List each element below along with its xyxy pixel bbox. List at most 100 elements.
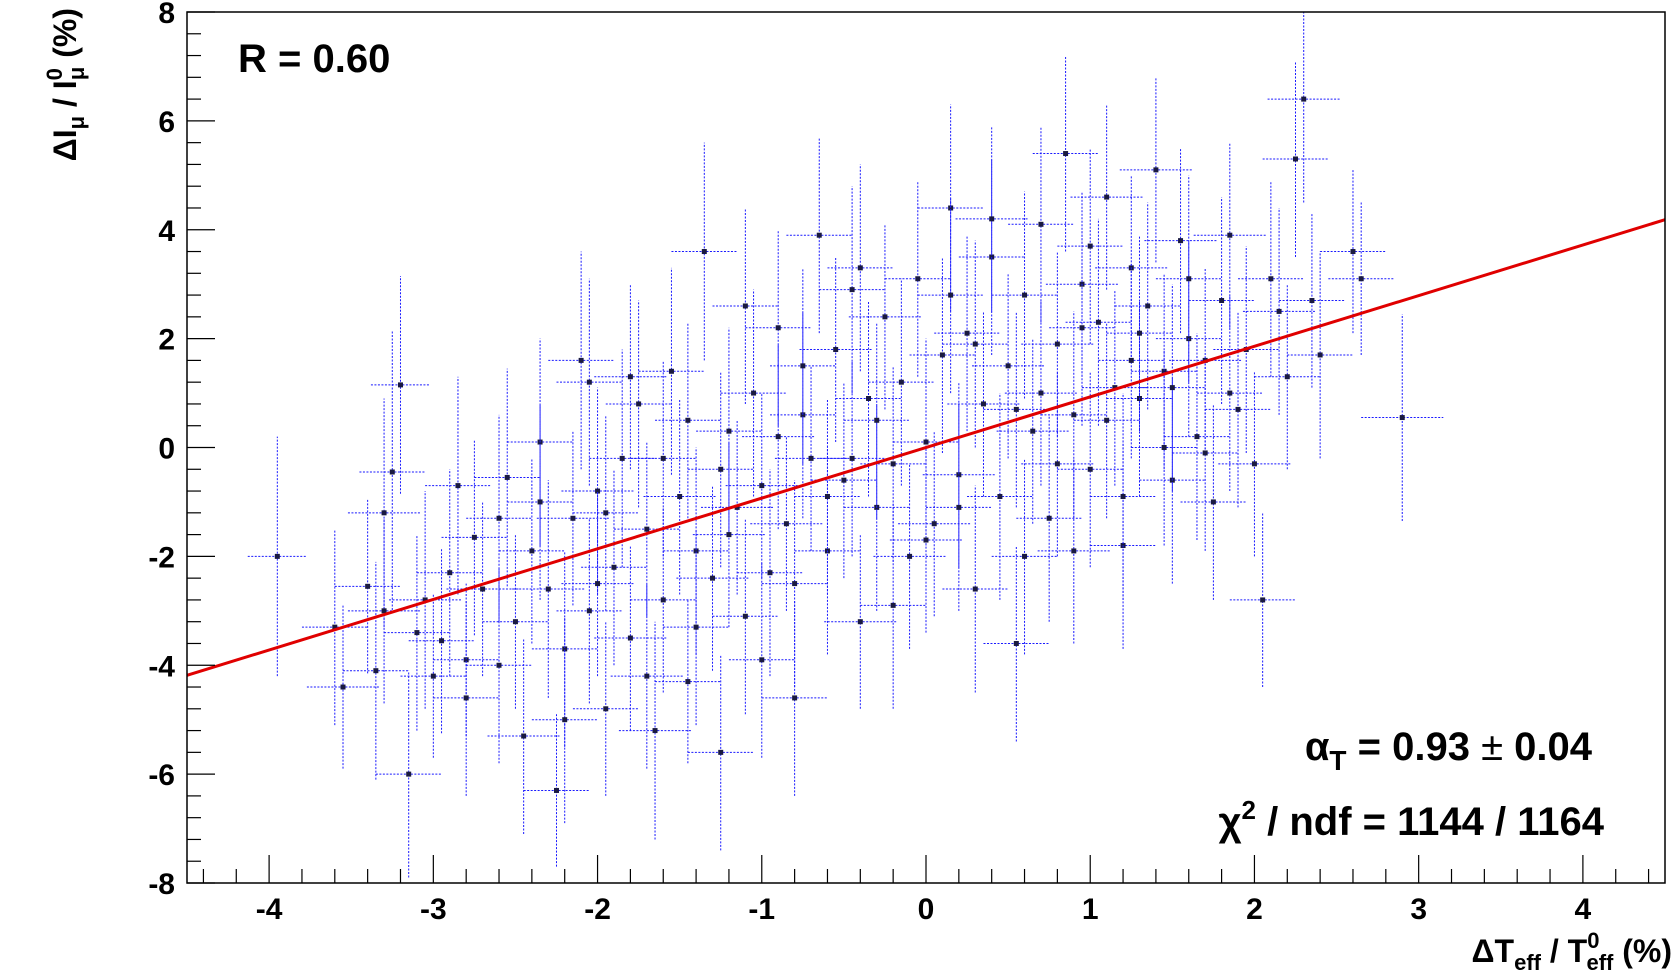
data-point-7 — [370, 276, 431, 494]
data-point-156 — [655, 322, 721, 519]
point-marker — [792, 581, 798, 587]
y-tick-label: -4 — [148, 650, 175, 683]
point-marker — [1309, 298, 1315, 304]
data-point-117 — [1279, 213, 1345, 388]
point-marker — [849, 287, 855, 293]
point-marker — [948, 205, 954, 211]
data-point-16 — [441, 439, 508, 636]
point-marker — [972, 586, 978, 592]
point-marker — [948, 292, 954, 298]
data-point-88 — [1040, 311, 1107, 519]
point-marker — [775, 325, 781, 331]
y-tick-label: 6 — [158, 106, 175, 139]
point-marker — [1301, 96, 1307, 102]
point-marker — [816, 232, 822, 238]
point-marker — [734, 504, 740, 510]
data-point-162 — [687, 371, 754, 568]
x-tick-label: 2 — [1246, 893, 1263, 926]
data-point-112 — [1238, 180, 1304, 377]
data-point-163 — [819, 360, 885, 557]
point-marker — [718, 749, 724, 755]
point-marker — [365, 583, 371, 589]
point-marker — [274, 553, 280, 559]
point-marker — [529, 548, 535, 554]
point-marker — [751, 390, 757, 396]
point-marker — [1104, 417, 1110, 423]
point-marker — [422, 597, 428, 603]
data-point-52 — [745, 229, 812, 426]
point-marker — [644, 673, 650, 679]
point-marker — [1030, 428, 1036, 434]
point-marker — [890, 461, 896, 467]
alpha-subscript: T — [1329, 745, 1346, 776]
data-point-151 — [728, 561, 795, 758]
data-point-69 — [884, 180, 951, 377]
data-point-10 — [388, 491, 462, 709]
data-point-3 — [334, 499, 401, 674]
x-tick-label: 0 — [918, 893, 935, 926]
data-point-131 — [926, 403, 992, 611]
data-point-127 — [1073, 322, 1140, 519]
data-point-73 — [917, 104, 984, 312]
data-point-32 — [581, 469, 647, 666]
data-point-53 — [750, 436, 823, 611]
point-marker — [677, 493, 683, 499]
data-point-159 — [1049, 229, 1115, 426]
point-marker — [800, 412, 806, 418]
point-marker — [1284, 374, 1290, 380]
point-marker — [824, 493, 830, 499]
point-marker — [586, 608, 592, 614]
point-marker — [939, 352, 945, 358]
data-point-34 — [594, 545, 667, 731]
point-marker — [1276, 308, 1282, 314]
point-marker — [414, 630, 420, 636]
data-point-145 — [1057, 148, 1124, 345]
data-point-82 — [991, 191, 1058, 399]
data-point-70 — [893, 338, 959, 546]
point-marker — [406, 771, 412, 777]
point-marker — [1071, 548, 1077, 554]
data-point-142 — [712, 207, 779, 404]
data-point-8 — [375, 670, 442, 878]
data-point-113 — [1242, 207, 1316, 415]
point-marker — [841, 477, 847, 483]
data-point-67 — [868, 278, 935, 486]
data-point-120 — [1361, 314, 1444, 521]
data-point-59 — [799, 256, 872, 443]
data-point-154 — [1172, 354, 1239, 551]
data-point-161 — [572, 414, 639, 611]
point-marker — [1251, 461, 1257, 467]
point-marker — [381, 510, 387, 516]
data-point-116 — [1267, 12, 1340, 203]
data-point-125 — [942, 240, 1009, 448]
y-tick-label: 8 — [158, 0, 175, 30]
x-axis-title: ΔTeff / T0 eff (%) — [1472, 928, 1672, 975]
point-marker — [586, 379, 592, 385]
data-point-27 — [536, 431, 610, 606]
data-point-92 — [1070, 104, 1143, 290]
y-axis-title: ΔIμ / I0μ (%) — [42, 8, 89, 161]
point-marker — [1022, 553, 1028, 559]
data-point-87 — [1032, 55, 1099, 252]
point-marker — [660, 597, 666, 603]
point-marker — [1104, 194, 1110, 200]
data-point-5 — [347, 398, 421, 628]
y-tick-label: 4 — [158, 215, 175, 248]
data-point-30 — [561, 387, 634, 595]
data-point-165 — [1098, 262, 1165, 459]
point-marker — [512, 619, 518, 625]
chi2-label: χ2 / ndf = 1144 / 1164 — [1218, 795, 1604, 844]
data-point-129 — [692, 442, 766, 628]
point-marker — [1169, 385, 1175, 391]
data-point-36 — [613, 442, 680, 617]
point-marker — [1120, 493, 1126, 499]
data-point-37 — [618, 621, 692, 840]
x-tick-label: -2 — [584, 893, 611, 926]
data-point-28 — [548, 251, 614, 470]
data-point-9 — [384, 534, 450, 731]
point-marker — [1227, 390, 1233, 396]
point-marker — [627, 374, 633, 380]
data-point-40 — [643, 398, 716, 595]
point-marker — [1054, 461, 1060, 467]
data-point-101 — [1144, 148, 1217, 334]
